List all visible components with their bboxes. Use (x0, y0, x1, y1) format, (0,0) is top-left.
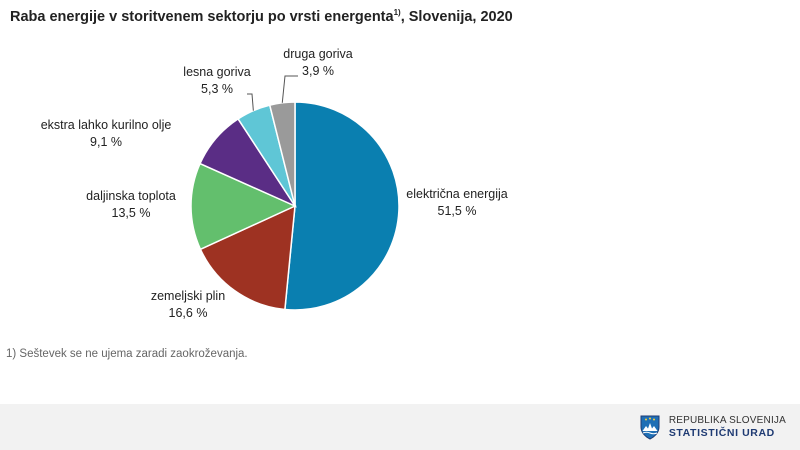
slovenia-coat-of-arms-icon (639, 414, 661, 440)
slice-value-label-5: 3,9 % (302, 64, 334, 78)
slice-value-label-1: 16,6 % (169, 306, 208, 320)
slice-label-2: daljinska toplota (86, 189, 176, 203)
logo-text: REPUBLIKA SLOVENIJA STATISTIČNI URAD (669, 414, 786, 440)
footnote: 1) Seštevek se ne ujema zaradi zaokrožev… (6, 348, 248, 360)
slice-label-3: ekstra lahko kurilno olje (41, 118, 172, 132)
leader-line-5 (282, 76, 298, 103)
slice-value-label-4: 5,3 % (201, 82, 233, 96)
slice-label-4: lesna goriva (183, 65, 250, 79)
pie-chart: električna energija 51,5 % zemeljski plin 1… (0, 0, 800, 400)
pie-slices (191, 102, 399, 310)
logo-line1: REPUBLIKA SLOVENIJA (669, 414, 786, 427)
slice-label-0: električna energija (406, 187, 507, 201)
slice-value-label-0: 51,5 % (438, 204, 477, 218)
slice-label-5: druga goriva (283, 47, 353, 61)
surs-logo: REPUBLIKA SLOVENIJA STATISTIČNI URAD (639, 414, 786, 440)
slice-value-label-3: 9,1 % (90, 135, 122, 149)
leader-line-4 (247, 94, 253, 111)
footer-bar: REPUBLIKA SLOVENIJA STATISTIČNI URAD (0, 404, 800, 450)
slice-value-label-2: 13,5 % (112, 206, 151, 220)
slice-label-1: zemeljski plin (151, 289, 225, 303)
logo-line2: STATISTIČNI URAD (669, 427, 786, 440)
pie-slice-0 (285, 102, 399, 310)
